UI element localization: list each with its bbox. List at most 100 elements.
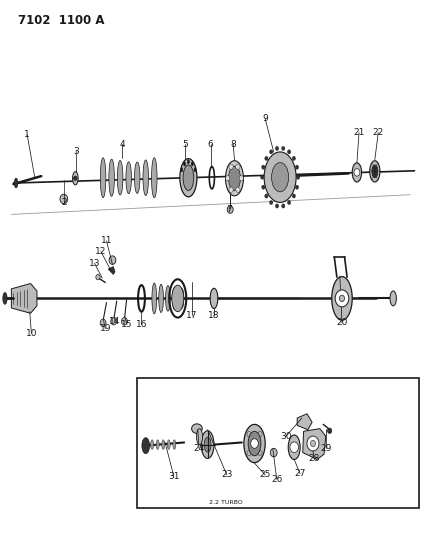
Ellipse shape [172,287,177,310]
Circle shape [96,274,100,280]
Ellipse shape [244,424,265,463]
Ellipse shape [191,162,193,166]
Circle shape [258,450,262,456]
Circle shape [247,450,251,456]
Ellipse shape [134,162,140,193]
Circle shape [287,150,291,154]
Ellipse shape [187,160,190,164]
Ellipse shape [327,428,332,433]
Ellipse shape [372,165,378,177]
Text: 2: 2 [61,198,67,207]
Ellipse shape [3,293,7,304]
Ellipse shape [167,440,170,449]
Ellipse shape [172,285,184,312]
Text: 7: 7 [226,205,232,214]
Circle shape [270,150,273,154]
Circle shape [265,194,268,198]
Circle shape [265,156,268,160]
Text: 20: 20 [336,318,348,327]
Circle shape [247,431,251,437]
Circle shape [261,175,264,179]
Text: 30: 30 [280,432,291,441]
Ellipse shape [166,286,170,311]
Ellipse shape [180,159,197,197]
Circle shape [275,204,279,208]
Circle shape [270,448,277,457]
Circle shape [229,187,233,192]
Ellipse shape [288,435,300,459]
Ellipse shape [152,158,157,198]
Circle shape [236,164,240,169]
Circle shape [282,204,285,208]
Ellipse shape [194,167,196,172]
Text: 13: 13 [89,259,100,268]
Circle shape [292,156,296,160]
Circle shape [239,175,244,181]
Ellipse shape [152,283,157,314]
Text: 31: 31 [168,472,180,481]
Text: 7102  1100 A: 7102 1100 A [18,14,104,27]
Ellipse shape [156,440,159,449]
Circle shape [295,185,299,189]
Text: 28: 28 [309,455,320,463]
Circle shape [60,194,68,204]
Circle shape [122,318,128,325]
Text: 1: 1 [24,130,30,139]
Ellipse shape [73,172,78,185]
Circle shape [310,440,315,447]
Ellipse shape [192,424,202,433]
Text: 17: 17 [186,311,198,320]
Ellipse shape [390,291,396,306]
Ellipse shape [117,160,123,195]
Ellipse shape [126,162,131,193]
Ellipse shape [332,277,352,320]
Text: 14: 14 [109,317,121,326]
Ellipse shape [159,284,163,312]
Ellipse shape [210,288,218,309]
Text: 15: 15 [121,320,133,329]
Ellipse shape [196,429,202,445]
Ellipse shape [201,431,214,458]
Text: 18: 18 [208,311,220,320]
Circle shape [262,185,265,189]
Text: 8: 8 [230,140,236,149]
Circle shape [275,146,279,150]
Circle shape [109,256,116,264]
Circle shape [258,431,262,437]
Text: 12: 12 [95,247,107,256]
Circle shape [292,194,296,198]
Ellipse shape [100,158,106,198]
Text: 3: 3 [73,147,79,156]
Polygon shape [12,284,37,313]
Ellipse shape [173,440,176,449]
Polygon shape [297,414,312,430]
Circle shape [287,200,291,205]
Text: 19: 19 [99,324,111,333]
Circle shape [354,168,360,176]
Text: 16: 16 [136,320,147,329]
Text: 6: 6 [208,140,214,149]
Text: 23: 23 [221,471,232,479]
Ellipse shape [226,161,244,196]
Circle shape [251,439,259,448]
Circle shape [100,319,106,327]
Text: 10: 10 [26,329,37,338]
Circle shape [226,175,230,181]
Bar [137,378,419,508]
Text: 2.2 TURBO: 2.2 TURBO [209,499,243,505]
Text: 24: 24 [193,444,205,453]
Circle shape [282,146,285,150]
Ellipse shape [229,166,241,190]
Ellipse shape [248,431,261,456]
Circle shape [111,318,117,325]
Text: 21: 21 [354,128,365,137]
Circle shape [290,442,298,453]
Ellipse shape [109,159,114,196]
Ellipse shape [143,160,149,196]
Ellipse shape [15,178,18,188]
Circle shape [236,187,240,192]
Text: 26: 26 [271,475,282,483]
Polygon shape [108,266,115,274]
Polygon shape [303,429,326,459]
Ellipse shape [179,288,184,309]
